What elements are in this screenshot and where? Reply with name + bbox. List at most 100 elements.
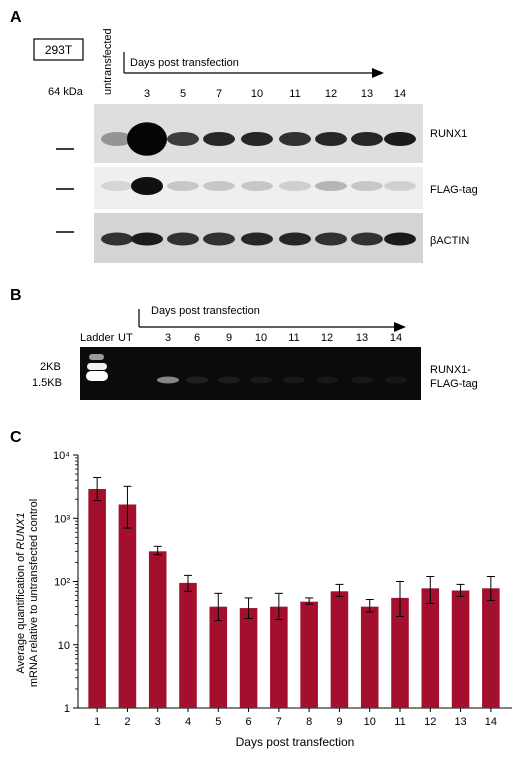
blot-band (167, 132, 199, 146)
band-label-line1: RUNX1- (430, 364, 471, 376)
blot-label-runx1: RUNX1 (430, 128, 467, 140)
size-marker-1-5kb: 1.5KB (32, 377, 62, 389)
blot-band (384, 132, 416, 146)
cell-line-box (33, 38, 84, 61)
blot-band (203, 132, 235, 146)
lane-label: 14 (394, 88, 406, 100)
size-marker-2kb: 2KB (40, 361, 61, 373)
blot-band (315, 232, 347, 246)
marker-label: 64 kDa (48, 86, 84, 98)
bar (88, 489, 106, 708)
lane-label: 7 (216, 88, 222, 100)
blot-band (101, 132, 133, 146)
x-tick-label: 7 (276, 716, 282, 728)
days-caption-b: Days post transfection (151, 305, 260, 317)
band-label-line2: FLAG-tag (430, 378, 478, 390)
blot-band (315, 181, 347, 191)
x-tick-label: 4 (185, 716, 191, 728)
blot-band (315, 132, 347, 146)
lane-label: 11 (288, 332, 299, 344)
bar (451, 590, 470, 708)
blot-band (127, 122, 167, 156)
bar (300, 601, 318, 708)
blot-band (351, 181, 383, 191)
untransfected-label: untransfected (102, 28, 114, 95)
bar (360, 606, 379, 708)
blot-band (241, 181, 273, 191)
bar (179, 582, 197, 708)
blot-label-actin: βACTIN (430, 235, 469, 247)
lane-label: 12 (325, 88, 337, 100)
lane-label: 14 (390, 332, 402, 344)
lane-label: 3 (165, 332, 171, 344)
y-tick-label: 10³ (54, 513, 70, 525)
panel-b-label: B (10, 287, 22, 304)
y-tick-label: 10 (58, 640, 70, 652)
y-axis-title-line2: mRNA relative to untransfected control (28, 499, 40, 687)
blot-band (167, 181, 199, 191)
lane-label: 13 (356, 332, 368, 344)
ladder-band (87, 363, 107, 370)
ladder-band (86, 371, 108, 381)
blot-band (279, 181, 311, 191)
blot-label-flag: FLAG-tag (430, 184, 478, 196)
blot-band (279, 232, 311, 246)
gel-band (250, 376, 272, 384)
blot-band (131, 177, 163, 195)
gel-band (186, 376, 208, 384)
bar (391, 597, 409, 708)
blot-band (279, 132, 311, 146)
lane-label: 13 (361, 88, 373, 100)
gel-band (385, 376, 407, 384)
x-tick-label: 10 (364, 716, 376, 728)
lane-label: 3 (144, 88, 150, 100)
blot-band (384, 232, 416, 246)
lane-label: 10 (255, 332, 267, 344)
x-tick-label: 13 (454, 716, 466, 728)
panel-c-label: C (10, 429, 22, 446)
arrow-head-a (372, 68, 384, 78)
x-tick-label: 9 (336, 716, 342, 728)
y-tick-label: 10⁴ (53, 450, 70, 462)
x-tick-label: 2 (124, 716, 130, 728)
y-ticks: 1 10 10² 10³ 10⁴ (53, 450, 78, 715)
bar (239, 608, 258, 708)
blot-band (351, 132, 383, 146)
x-tick-label: 1 (94, 716, 100, 728)
y-tick-label: 10² (54, 577, 70, 589)
days-caption-a: Days post transfection (130, 57, 239, 69)
blot-band (101, 232, 133, 246)
x-axis-title: Days post transfection (236, 735, 355, 749)
ladder-band (89, 354, 104, 360)
y-tick-label: 1 (64, 703, 70, 715)
gel-band (283, 376, 305, 384)
bar (118, 504, 137, 708)
x-tick-label: 5 (215, 716, 221, 728)
y-axis-title-gene: RUNX1 (15, 512, 27, 549)
cell-line-label: 293T (45, 43, 73, 57)
y-axis-title-pre: Average quantification of (15, 550, 27, 674)
x-tick-label: 3 (155, 716, 161, 728)
bars (88, 477, 500, 708)
blot-band (203, 181, 235, 191)
blot-band (384, 181, 416, 191)
blot-band (167, 232, 199, 246)
y-axis-title-line1: Average quantification of RUNX1 (15, 512, 27, 673)
x-tick-label: 6 (246, 716, 252, 728)
x-ticks: 1 2 3 4 5 6 7 8 9 10 11 12 13 14 (94, 708, 497, 728)
blot-band (241, 132, 273, 146)
blot-band (101, 181, 133, 191)
blot-band (131, 232, 163, 246)
lane-label: 12 (321, 332, 333, 344)
lane-label: 11 (289, 88, 300, 100)
x-tick-label: 12 (424, 716, 436, 728)
lane-label: 5 (180, 88, 186, 100)
blot-band (351, 232, 383, 246)
bar (482, 588, 500, 708)
x-tick-label: 14 (485, 716, 497, 728)
ut-label: UT (118, 332, 133, 344)
gel-band (218, 376, 240, 384)
bar (148, 551, 167, 708)
gel-image (80, 347, 421, 400)
